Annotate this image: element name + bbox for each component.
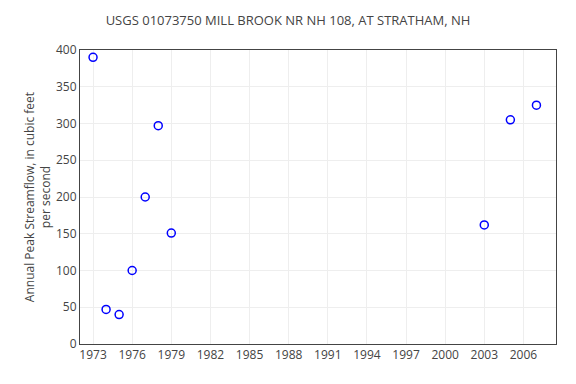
svg-text:250: 250: [56, 151, 77, 168]
svg-text:300: 300: [56, 115, 77, 132]
svg-text:USGS 01073750 MILL BROOK NR NH: USGS 01073750 MILL BROOK NR NH 108, AT S…: [106, 11, 471, 29]
svg-text:Annual Peak Streamflow, in cub: Annual Peak Streamflow, in cubic feetper…: [21, 92, 54, 302]
svg-text:350: 350: [56, 78, 77, 95]
svg-text:50: 50: [63, 298, 77, 315]
svg-text:1988: 1988: [275, 346, 303, 363]
svg-text:1985: 1985: [236, 346, 264, 363]
svg-text:1991: 1991: [314, 346, 341, 363]
svg-text:400: 400: [56, 41, 77, 58]
svg-text:2006: 2006: [510, 346, 538, 363]
svg-text:200: 200: [56, 188, 77, 205]
svg-text:0: 0: [70, 335, 77, 352]
svg-text:1982: 1982: [197, 346, 225, 363]
svg-text:2003: 2003: [471, 346, 499, 363]
svg-text:1973: 1973: [79, 346, 107, 363]
svg-text:100: 100: [56, 262, 77, 279]
svg-text:1976: 1976: [118, 346, 146, 363]
svg-text:1979: 1979: [158, 346, 186, 363]
svg-text:150: 150: [56, 225, 77, 242]
svg-text:2000: 2000: [431, 346, 459, 363]
svg-text:1994: 1994: [353, 346, 381, 363]
svg-text:1997: 1997: [392, 346, 420, 363]
